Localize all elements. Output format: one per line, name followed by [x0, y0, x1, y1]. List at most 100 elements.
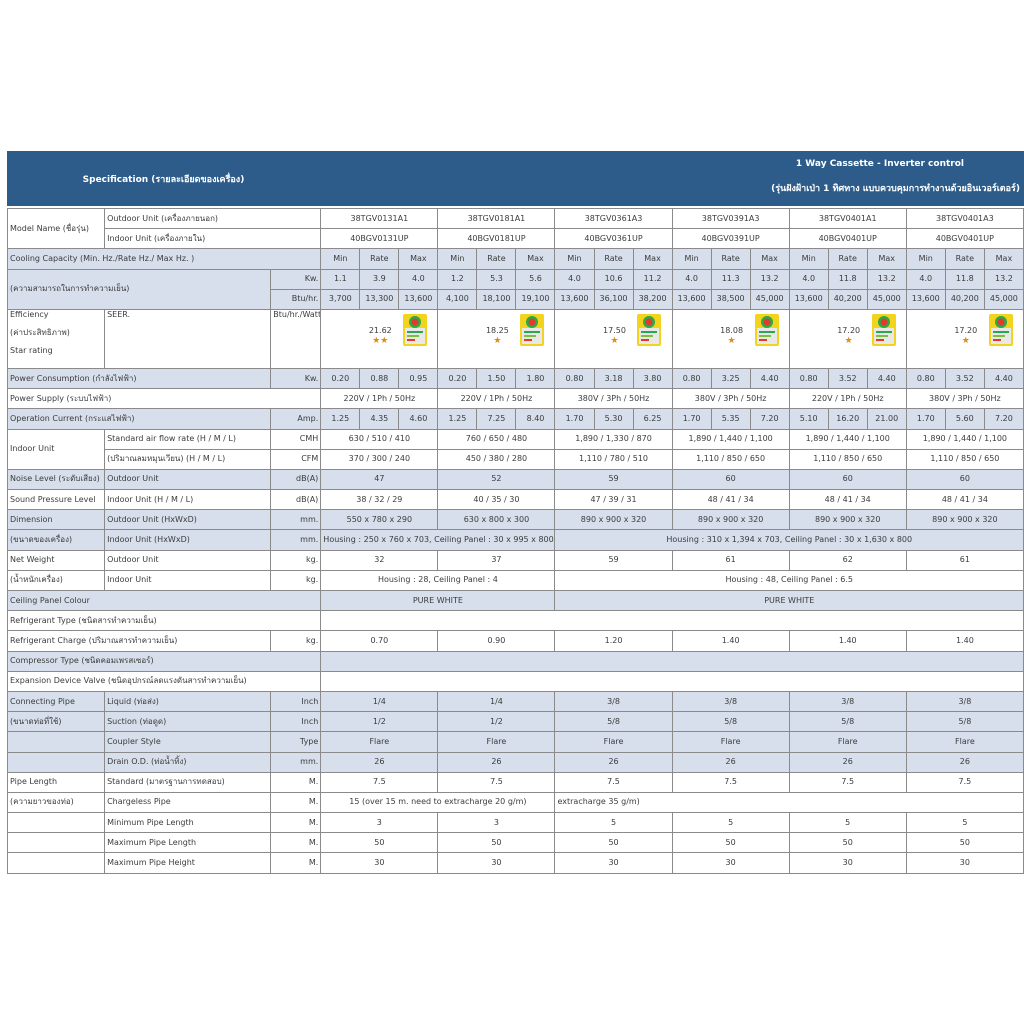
cfm-value: 370 / 300 / 240 [320, 448, 439, 470]
sub-label: Indoor Unit (เครื่องภายใน) [104, 228, 322, 250]
btu-value: 18,100 [476, 288, 517, 310]
current-value: 1.70 [671, 408, 712, 430]
dimension-indoor-b: Housing : 310 x 1,394 x 703, Ceiling Pan… [554, 529, 1024, 551]
panel-colour-a: PURE WHITE [320, 589, 556, 612]
current-value: 5.30 [593, 408, 634, 430]
efficiency-cell: 18.08 ★ [671, 308, 790, 369]
column-header: Max [398, 248, 439, 270]
current-value: 1.25 [437, 408, 478, 430]
btu-value: 40,200 [827, 288, 868, 310]
current-value: 1.25 [320, 408, 361, 430]
power-value: 3.25 [710, 367, 751, 390]
unit-label: kg. [270, 569, 322, 592]
row-label-sound: Sound Pressure Level [6, 489, 106, 511]
model-indoor: 40BGV0181UP [437, 228, 556, 250]
unit-label: Kw. [270, 268, 322, 290]
dimension-value: 550 x 780 x 290 [320, 509, 439, 531]
min-value: 3 [437, 812, 556, 834]
cfm-value: 450 / 380 / 280 [437, 448, 556, 470]
unit-label: Kw. [270, 367, 322, 390]
row-label-panel: Ceiling Panel Colour [6, 589, 322, 612]
spl-value: 48 / 41 / 34 [788, 489, 907, 511]
spec-header-right: 1 Way Cassette - Inverter control (รุ่นฝ… [320, 151, 1024, 206]
height-value: 30 [554, 852, 673, 874]
spl-value: 47 / 39 / 31 [554, 489, 673, 511]
sub-label: Outdoor Unit (เครื่องภายนอก) [104, 207, 322, 230]
sub-label: Standard air flow rate (H / M / L) [104, 428, 272, 450]
table-row: Maximum Pipe Length M. 50 50 50 50 50 50 [6, 832, 1024, 854]
suction-value: 1/2 [437, 711, 556, 733]
model-outdoor: 38TGV0131A1 [320, 207, 439, 230]
row-label-pipe-length: Pipe Length [6, 771, 106, 793]
table-row: Ceiling Panel Colour PURE WHITE PURE WHITE [6, 589, 1024, 612]
table-row: Expansion Device Valve (ชนิดอุปกรณ์ลดแรง… [6, 670, 1024, 692]
weight-value: 61 [905, 549, 1024, 571]
power-value: 4.40 [866, 367, 907, 390]
kw-value: 11.8 [944, 268, 985, 290]
energy-label-icon [871, 313, 896, 346]
sub-label: Indoor Unit (H / M / L) [104, 489, 272, 511]
current-value: 6.25 [632, 408, 673, 430]
efficiency-cell: 18.25 ★ [437, 308, 556, 369]
row-label-pipe: Connecting Pipe [6, 690, 106, 713]
column-header: Min [788, 248, 829, 270]
max-value: 50 [905, 832, 1024, 854]
btu-value: 45,000 [983, 288, 1024, 310]
btu-value: 3,700 [320, 288, 361, 310]
power-value: 3.18 [593, 367, 634, 390]
model-outdoor: 38TGV0391A3 [671, 207, 790, 230]
table-row: (ความสามารถในการทำความเย็น) Kw. 1.1 3.9 4.0 1… [6, 268, 1024, 310]
model-indoor: 40BGV0401UP [788, 228, 907, 250]
efficiency-cell: 17.20 ★ [905, 308, 1024, 369]
noise-value: 59 [554, 468, 673, 491]
coupler-value: Flare [905, 731, 1024, 753]
table-row: Operation Current (กระแสไฟฟ้า) Amp. 1.25 4.… [6, 408, 1024, 430]
power-value: 3.80 [632, 367, 673, 390]
unit-label: kg. [270, 630, 322, 652]
btu-value: 13,600 [671, 288, 712, 310]
weight-value: 32 [320, 549, 439, 571]
suction-value: 5/8 [905, 711, 1024, 733]
column-header: Rate [476, 248, 517, 270]
power-value: 0.88 [359, 367, 400, 390]
charge-value: 1.40 [788, 630, 907, 652]
star-rating-icon: ★ [493, 335, 502, 346]
model-outdoor: 38TGV0361A3 [554, 207, 673, 230]
seer-cell: 18.08 ★ [717, 326, 747, 346]
table-row: Power Consumption (กำลังไฟฟ้า) Kw. 0.20 0.8… [6, 367, 1024, 390]
current-value: 7.20 [749, 408, 790, 430]
current-value: 21.00 [866, 408, 907, 430]
star-rating-icon: ★★ [372, 335, 389, 346]
weight-indoor-a: Housing : 28, Ceiling Panel : 4 [320, 569, 556, 592]
power-value: 0.80 [905, 367, 946, 390]
power-value: 3.52 [944, 367, 985, 390]
standard-length-value: 7.5 [905, 771, 1024, 793]
noise-value: 60 [671, 468, 790, 491]
row-label-blank [6, 852, 106, 874]
spec-table: Model Name (ชื่อรุ่น) Outdoor Unit (เครื่… [6, 207, 1024, 874]
table-row: Cooling Capacity (Min. Hz./Rate Hz./ Max… [6, 248, 1024, 270]
column-header: Rate [359, 248, 400, 270]
energy-label-icon [754, 313, 779, 346]
charge-value: 0.70 [320, 630, 439, 652]
cmh-value: 1,890 / 1,330 / 870 [554, 428, 673, 450]
spl-value: 38 / 32 / 29 [320, 489, 439, 511]
btu-value: 13,600 [398, 288, 439, 310]
column-header: Max [983, 248, 1024, 270]
power-value: 0.95 [398, 367, 439, 390]
drain-value: 26 [905, 751, 1024, 773]
power-supply-value: 220V / 1Ph / 50Hz [437, 388, 556, 410]
row-label-cooling-th: (ความสามารถในการทำความเย็น) [6, 268, 272, 310]
kw-value: 3.9 [359, 268, 400, 290]
power-value: 0.80 [554, 367, 595, 390]
row-label-power-supply: Power Supply (ระบบไฟฟ้า) [6, 388, 322, 410]
current-value: 4.60 [398, 408, 439, 430]
star-rating-icon: ★ [610, 335, 619, 346]
row-label-charge: Refrigerant Charge (ปริมาณสารทำความเย็น) [6, 630, 272, 652]
suction-value: 5/8 [788, 711, 907, 733]
coupler-value: Flare [320, 731, 439, 753]
suction-value: 1/2 [320, 711, 439, 733]
liquid-value: 1/4 [437, 690, 556, 713]
max-value: 50 [320, 832, 439, 854]
max-value: 50 [554, 832, 673, 854]
